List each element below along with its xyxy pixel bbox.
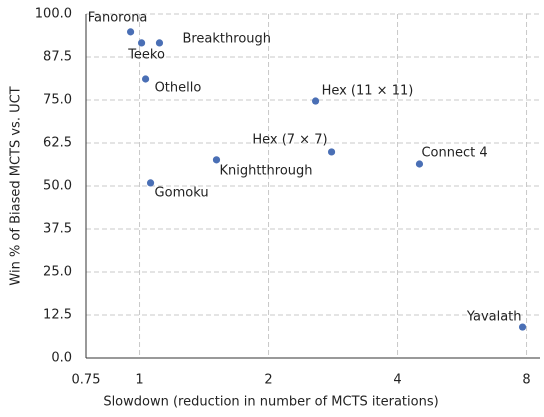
point bbox=[126, 28, 135, 36]
y-axis-label: Win % of Biased MCTS vs. UCT bbox=[9, 86, 24, 285]
point bbox=[155, 39, 164, 47]
x-axis-label: Slowdown (reduction in number of MCTS it… bbox=[103, 395, 438, 410]
y-tick-label: 12.5 bbox=[43, 308, 72, 323]
y-tick-label: 50.0 bbox=[43, 179, 72, 194]
y-tick-label: 37.5 bbox=[43, 222, 72, 237]
x-tick-label: 8 bbox=[522, 373, 530, 388]
point-label: Hex (7 × 7) bbox=[252, 132, 327, 147]
point-label: Knightthrough bbox=[219, 163, 312, 178]
point bbox=[415, 160, 424, 168]
y-tick-label: 25.0 bbox=[43, 265, 72, 280]
y-tick-label: 0.0 bbox=[51, 351, 72, 366]
point bbox=[146, 179, 155, 187]
point bbox=[212, 156, 221, 164]
x-tick-label: 4 bbox=[393, 373, 401, 388]
point-label: Gomoku bbox=[155, 185, 209, 200]
point bbox=[518, 323, 527, 331]
point-label: Hex (11 × 11) bbox=[322, 84, 414, 99]
point bbox=[141, 75, 150, 83]
point-label: Connect 4 bbox=[421, 145, 487, 160]
y-tick-label: 100.0 bbox=[35, 7, 72, 22]
x-tick-label: 0.75 bbox=[72, 373, 101, 388]
point-label: Fanorona bbox=[88, 10, 148, 25]
point bbox=[137, 39, 146, 47]
x-tick-label: 1 bbox=[135, 373, 143, 388]
point-label: Teeko bbox=[127, 47, 165, 62]
point bbox=[327, 148, 336, 156]
y-tick-label: 75.0 bbox=[43, 93, 72, 108]
x-tick-label: 2 bbox=[264, 373, 272, 388]
y-tick-label: 87.5 bbox=[43, 50, 72, 65]
point-label: Othello bbox=[155, 81, 202, 96]
point-label: Breakthrough bbox=[182, 31, 271, 46]
y-tick-label: 62.5 bbox=[43, 136, 72, 151]
point-label: Yavalath bbox=[466, 310, 522, 325]
point bbox=[311, 97, 320, 105]
